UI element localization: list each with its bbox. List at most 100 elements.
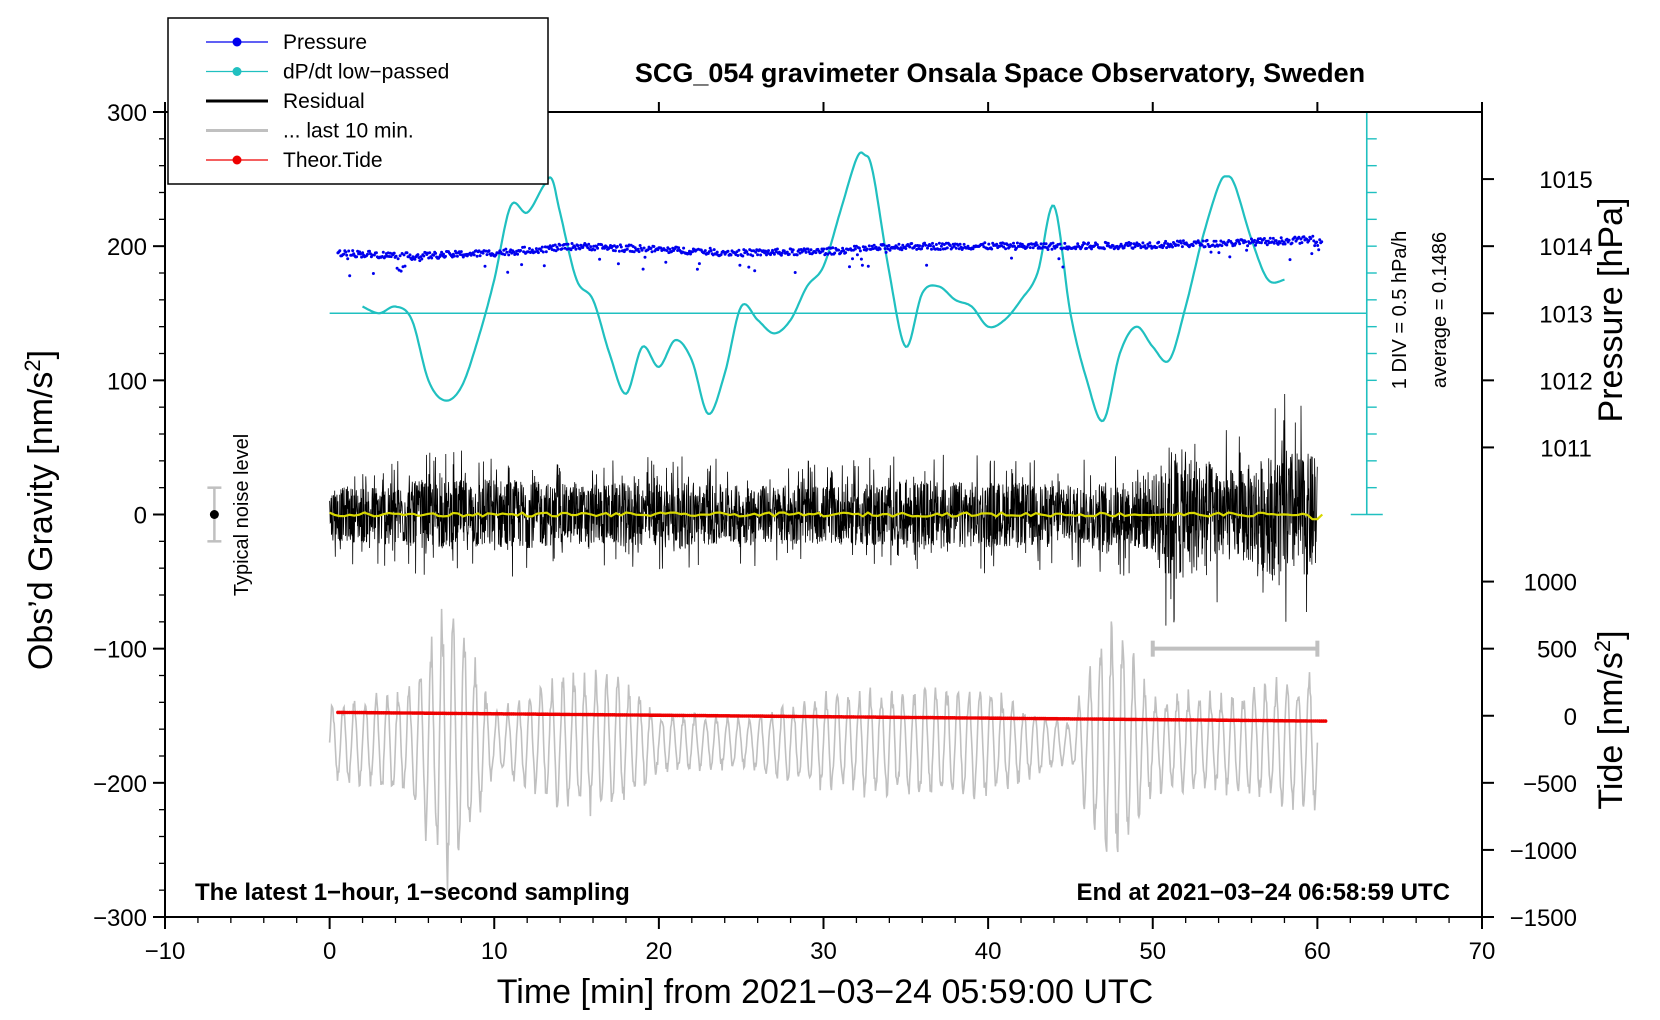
pressure-point (925, 263, 929, 267)
pressure-point (403, 264, 407, 268)
pressure-point (355, 255, 359, 259)
pressure-point (1265, 243, 1269, 247)
pressure-point (703, 249, 707, 253)
pressure-point (1013, 244, 1016, 248)
pressure-point (962, 242, 966, 246)
legend-item: Residual (206, 90, 365, 113)
pressure-point (617, 249, 621, 253)
pressure-point (872, 243, 876, 247)
pressure-point (1268, 236, 1272, 240)
pressure-point (952, 244, 956, 248)
pressure-point (1102, 247, 1106, 251)
y-tick-label: 0 (134, 503, 147, 530)
pressure-point (520, 263, 524, 267)
pressure-point (983, 241, 987, 245)
pressure-point (556, 247, 560, 251)
pressure-point (863, 245, 867, 249)
pressure-point (1006, 243, 1010, 247)
pressure-point (347, 249, 351, 253)
pressure-point (536, 251, 540, 255)
pressure-point (560, 247, 564, 251)
pressure-point (478, 254, 482, 258)
pressure-point (596, 246, 600, 250)
pressure-point (569, 248, 573, 252)
tide-tick-label: 500 (1537, 637, 1577, 664)
pressure-point (1076, 242, 1080, 246)
legend-swatch-dot (232, 67, 242, 76)
pressure-point (612, 244, 616, 248)
pressure-point (589, 245, 593, 249)
pressure-point (402, 253, 406, 257)
pressure-point (900, 248, 904, 252)
pressure-point (659, 246, 663, 250)
pressure-point (1234, 241, 1238, 245)
pressure-point (771, 248, 774, 252)
tide-tick-label: −1000 (1510, 838, 1577, 865)
pressure-point (605, 245, 608, 249)
pressure-point (934, 243, 938, 246)
pressure-point (752, 249, 756, 253)
pressure-point (519, 249, 523, 252)
pressure-point (432, 253, 436, 257)
pressure-point (754, 250, 758, 254)
pressure-point (1171, 245, 1174, 249)
pressure-point (512, 250, 516, 254)
pressure-point (782, 249, 786, 253)
pressure-point (615, 245, 619, 248)
pressure-point (939, 244, 943, 248)
pressure-point (1129, 242, 1133, 245)
pressure-point (1063, 241, 1067, 245)
pressure-point (1238, 242, 1242, 246)
pressure-point (1015, 241, 1019, 245)
pressure-point (987, 242, 991, 246)
pressure-point (884, 250, 888, 254)
pressure-point (558, 243, 562, 247)
tide-tick-label: −1500 (1510, 905, 1577, 932)
y-tick-label: −200 (93, 771, 147, 798)
pressure-point (1310, 252, 1314, 256)
pressure-point (664, 260, 668, 264)
pressure-point (389, 255, 393, 259)
pressure-point (1274, 239, 1278, 243)
pressure-point (418, 259, 422, 263)
pressure-point (600, 243, 604, 247)
pressure-point (1228, 255, 1232, 259)
pressure-point (643, 255, 647, 259)
pressure-point (1087, 241, 1090, 245)
pressure-point (921, 244, 925, 248)
pressure-point (787, 252, 791, 256)
legend-item: dP/dt low−passed (206, 61, 449, 84)
pressure-point (1143, 244, 1147, 248)
pressure-point (346, 257, 350, 261)
pressure-point (420, 257, 424, 261)
pressure-point (342, 252, 346, 256)
pressure-point (416, 253, 420, 257)
pressure-point (1217, 251, 1221, 255)
pressure-point (1012, 241, 1015, 245)
legend-label: Theor.Tide (283, 149, 383, 172)
y-tick-label: −100 (93, 637, 147, 664)
pressure-point (737, 248, 741, 252)
pressure-point (1315, 240, 1319, 244)
pressure-point (853, 247, 857, 251)
chart-title: SCG_054 gravimeter Onsala Space Observat… (635, 58, 1365, 88)
pressure-point (795, 253, 799, 257)
pressure-point (1290, 241, 1294, 245)
pressure-point (381, 250, 385, 254)
pressure-point (574, 247, 578, 251)
pressure-point (1148, 241, 1152, 245)
pressure-point (507, 253, 511, 257)
pressure-point (837, 248, 841, 252)
pressure-point (1279, 236, 1283, 240)
pressure-point (1311, 234, 1315, 238)
pressure-point (619, 245, 623, 249)
pressure-point (904, 247, 908, 250)
pressure-point (665, 249, 669, 252)
pressure-point (930, 247, 933, 251)
legend-label: Residual (283, 90, 365, 113)
pressure-point (649, 247, 653, 250)
pressure-point (1081, 243, 1085, 247)
pressure-point (1058, 242, 1062, 246)
pressure-point (736, 254, 740, 257)
annotation-bottom-right: End at 2021−03−24 06:58:59 UTC (1076, 879, 1450, 906)
